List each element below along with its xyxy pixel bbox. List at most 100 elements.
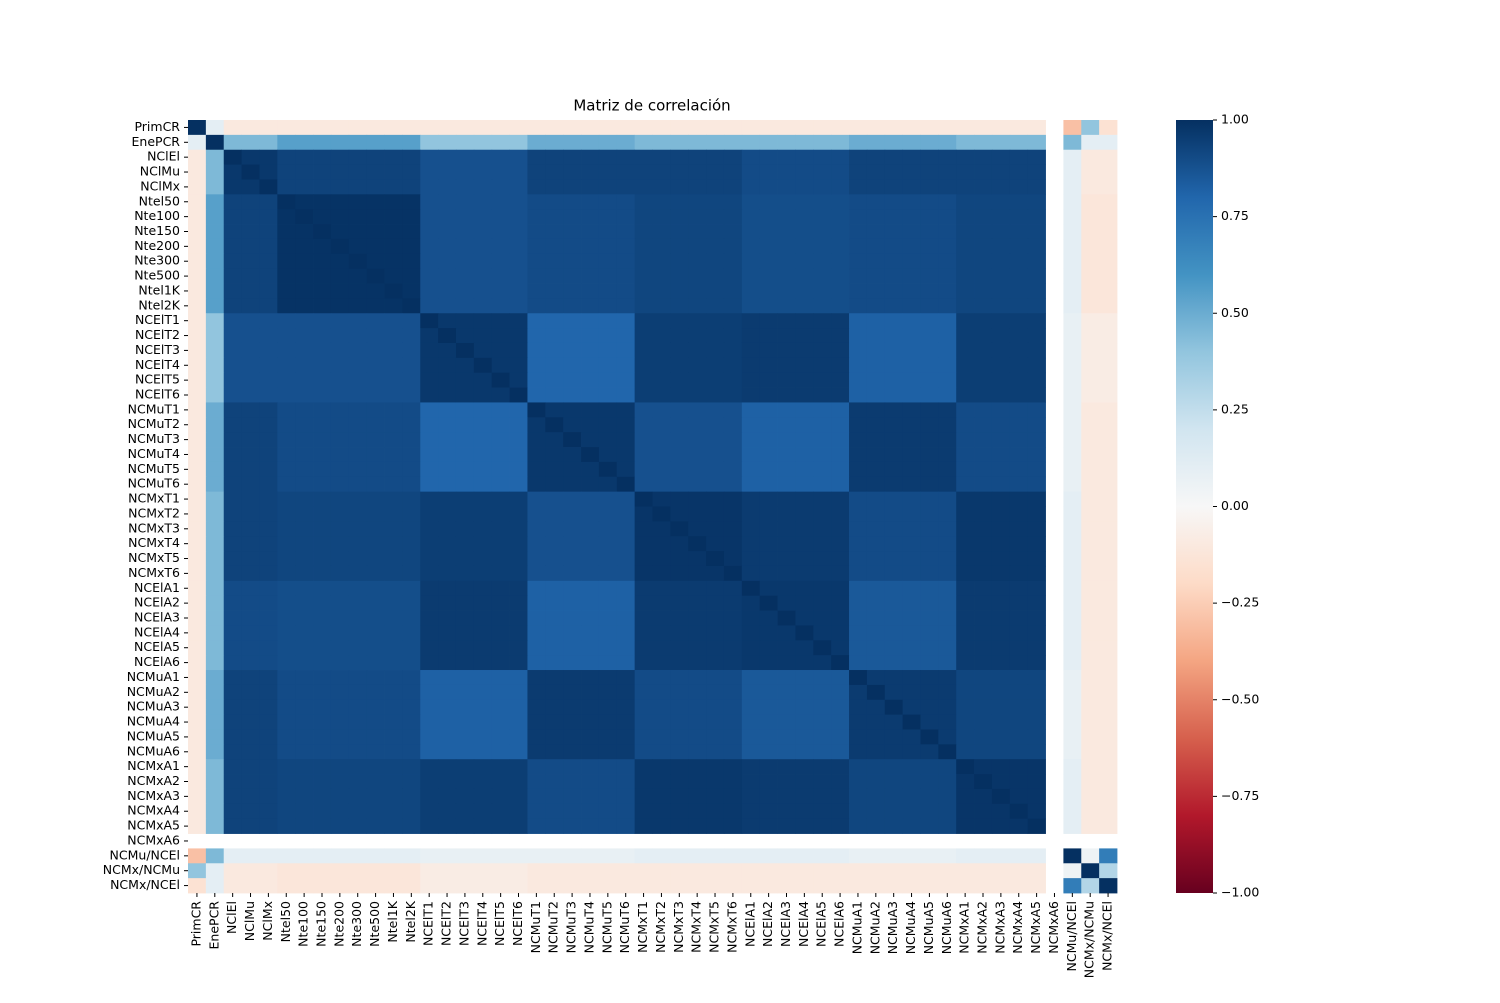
heatmap-cell bbox=[920, 580, 939, 597]
heatmap-cell bbox=[384, 387, 403, 403]
heatmap-cell bbox=[938, 461, 957, 478]
heatmap-cell bbox=[330, 194, 350, 210]
heatmap-cell bbox=[670, 298, 689, 314]
heatmap-cell bbox=[813, 491, 832, 507]
x-tick-label: NCMuT6 bbox=[617, 901, 632, 953]
heatmap-cell bbox=[473, 179, 493, 195]
heatmap-cell bbox=[974, 878, 993, 894]
heatmap-cell bbox=[277, 565, 296, 582]
heatmap-cell bbox=[491, 357, 510, 374]
heatmap-cell bbox=[188, 580, 207, 597]
heatmap-cell bbox=[991, 788, 1011, 805]
heatmap-cell bbox=[741, 655, 761, 671]
heatmap-cell bbox=[366, 164, 385, 180]
heatmap-cell bbox=[313, 417, 332, 433]
heatmap-cell bbox=[616, 432, 636, 448]
heatmap-cell bbox=[652, 491, 671, 507]
heatmap-cell bbox=[1063, 655, 1082, 671]
heatmap-cell bbox=[777, 268, 796, 284]
heatmap-cell bbox=[545, 253, 564, 270]
heatmap-cell bbox=[920, 506, 939, 522]
heatmap-cell bbox=[616, 714, 636, 730]
heatmap-cell bbox=[831, 863, 850, 879]
heatmap-cell bbox=[455, 759, 475, 775]
heatmap-cell bbox=[527, 818, 546, 834]
heatmap-cell bbox=[777, 313, 796, 329]
heatmap-cell bbox=[670, 134, 689, 151]
heatmap-cell bbox=[831, 476, 850, 493]
heatmap-cell bbox=[920, 610, 939, 626]
heatmap-cell bbox=[330, 818, 350, 834]
heatmap-cell bbox=[384, 625, 403, 641]
heatmap-cell bbox=[545, 580, 564, 597]
heatmap-cell bbox=[1027, 878, 1046, 894]
heatmap-cell bbox=[241, 357, 260, 374]
heatmap-cell bbox=[956, 253, 975, 270]
heatmap-cell bbox=[777, 684, 796, 701]
heatmap-cell bbox=[616, 476, 636, 493]
heatmap-cell bbox=[581, 224, 600, 240]
heatmap-cell bbox=[813, 253, 832, 270]
heatmap-cell bbox=[974, 209, 993, 225]
heatmap-cell bbox=[670, 848, 689, 864]
heatmap-cell bbox=[598, 432, 618, 448]
heatmap-cell bbox=[581, 506, 600, 522]
heatmap-cell bbox=[1081, 402, 1100, 418]
heatmap-cell bbox=[491, 328, 510, 344]
heatmap-cell bbox=[723, 209, 743, 225]
heatmap-cell bbox=[759, 402, 778, 418]
heatmap-cell bbox=[956, 387, 975, 403]
heatmap-cell bbox=[1027, 402, 1046, 418]
heatmap-cell bbox=[527, 744, 546, 760]
heatmap-cell bbox=[670, 551, 689, 567]
heatmap-cell bbox=[545, 402, 564, 418]
heatmap-cell bbox=[938, 432, 957, 448]
heatmap-cell bbox=[455, 863, 475, 879]
heatmap-cell bbox=[366, 194, 385, 210]
heatmap-cell bbox=[795, 774, 814, 790]
heatmap-cell bbox=[741, 179, 761, 195]
heatmap-cell bbox=[634, 164, 653, 180]
heatmap-cell bbox=[366, 551, 385, 567]
heatmap-cell bbox=[1081, 298, 1100, 314]
heatmap-cell bbox=[420, 134, 439, 151]
heatmap-cell bbox=[920, 714, 939, 730]
heatmap-cell bbox=[259, 283, 278, 299]
heatmap-cell bbox=[866, 120, 886, 136]
heatmap-cell bbox=[313, 744, 332, 760]
heatmap-cell bbox=[527, 610, 546, 626]
heatmap-cell bbox=[438, 684, 457, 701]
heatmap-cell bbox=[259, 224, 278, 240]
heatmap-cell bbox=[849, 803, 868, 820]
heatmap-cell bbox=[956, 491, 975, 507]
heatmap-cell bbox=[330, 253, 350, 270]
heatmap-cell bbox=[509, 818, 528, 834]
heatmap-cell bbox=[188, 238, 207, 255]
heatmap-cell bbox=[634, 640, 653, 656]
heatmap-cell bbox=[902, 640, 921, 656]
heatmap-cell bbox=[652, 670, 671, 686]
heatmap-cell bbox=[974, 283, 993, 299]
heatmap-cell bbox=[688, 149, 707, 165]
heatmap-cell bbox=[277, 580, 296, 597]
heatmap-cell bbox=[330, 164, 350, 180]
heatmap-cell bbox=[1081, 818, 1100, 834]
heatmap-cell bbox=[473, 521, 493, 537]
heatmap-cell bbox=[348, 595, 368, 611]
heatmap-cell bbox=[795, 149, 814, 165]
heatmap-cell bbox=[348, 417, 368, 433]
heatmap-cell bbox=[706, 164, 725, 180]
heatmap-cell bbox=[616, 357, 636, 374]
heatmap-cell bbox=[402, 729, 421, 745]
heatmap-cell bbox=[866, 580, 886, 597]
heatmap-cell bbox=[259, 387, 278, 403]
heatmap-cell bbox=[1099, 818, 1118, 834]
heatmap-cell bbox=[188, 699, 207, 716]
heatmap-cell bbox=[241, 134, 260, 151]
heatmap-cell bbox=[527, 283, 546, 299]
heatmap-cell bbox=[974, 788, 993, 805]
heatmap-cell bbox=[723, 788, 743, 805]
heatmap-cell bbox=[545, 863, 564, 879]
heatmap-cell bbox=[259, 878, 278, 894]
heatmap-cell bbox=[313, 268, 332, 284]
